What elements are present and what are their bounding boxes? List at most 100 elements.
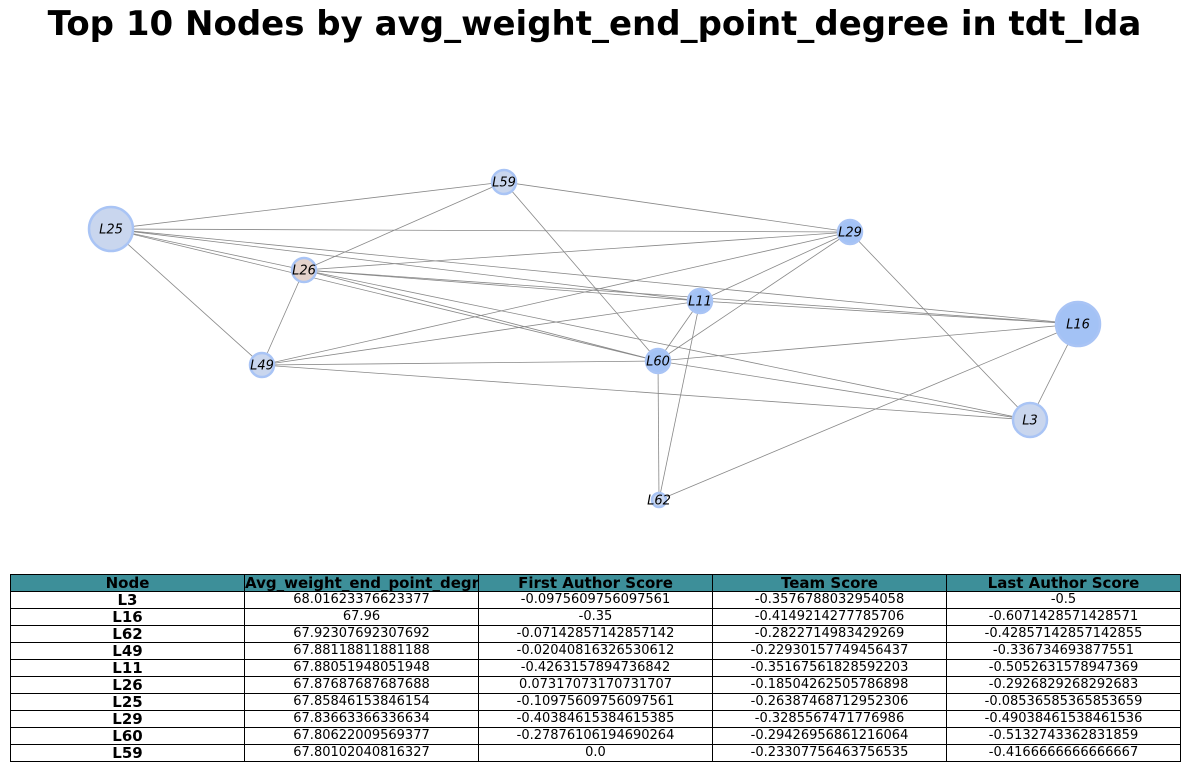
node-circle — [1011, 401, 1049, 439]
edge-L11-L16 — [699, 300, 1079, 325]
table-row: L11 67.88051948051948 -0.4263157894736842-… — [10, 659, 1181, 677]
node-L60: L60 — [644, 347, 672, 375]
node-L16: L16 — [1054, 300, 1102, 348]
value-cell: 67.88118811881188 — [244, 642, 479, 660]
edge-L29-L60 — [657, 231, 851, 362]
value-cell: 0.07317073170731707 — [478, 676, 713, 694]
value-cell: 67.85846153846154 — [244, 693, 479, 711]
value-cell: 67.88051948051948 — [244, 659, 479, 677]
edge-L29-L3 — [849, 231, 1031, 421]
table-row: L25 67.85846153846154 -0.10975609756097561… — [10, 693, 1181, 711]
value-cell: -0.2822714983429269 — [712, 625, 947, 643]
edge-L25-L49 — [110, 228, 263, 366]
value-cell: 0.0 — [478, 744, 713, 762]
edge-L11-L49 — [261, 300, 701, 366]
node-circle — [87, 205, 135, 253]
value-cell: -0.2926829268292683 — [946, 676, 1181, 694]
node-circle — [836, 218, 864, 246]
edge-L25-L11 — [110, 228, 701, 302]
value-cell: 68.01623376623377 — [244, 591, 479, 609]
value-cell: -0.29426956861216064 — [712, 727, 947, 745]
edge-L60-L62 — [657, 360, 660, 501]
value-cell: -0.6071428571428571 — [946, 608, 1181, 626]
node-circle — [1054, 300, 1102, 348]
node-L3: L3 — [1011, 401, 1049, 439]
node-label: L16 — [1066, 318, 1090, 333]
edge-L29-L11 — [699, 231, 851, 302]
value-cell: -0.35167561828592203 — [712, 659, 947, 677]
column-header: Team Score — [712, 574, 947, 592]
edge-L26-L49 — [261, 269, 305, 366]
node-label: L25 — [99, 223, 123, 238]
node-table-container: Node Avg_weight_end_point_degr First Autho… — [10, 574, 1181, 762]
node-label: L60 — [646, 355, 670, 370]
value-cell: -0.26387468712952306 — [712, 693, 947, 711]
value-cell: -0.18504262505786898 — [712, 676, 947, 694]
table-row: L62 67.92307692307692 -0.07142857142857142… — [10, 625, 1181, 643]
node-cell: L59 — [10, 744, 245, 762]
node-layer: L25 L59 L29 L26 L11 L16 L49 L60 L3 L62 — [87, 168, 1102, 509]
edge-L29-L26 — [303, 231, 851, 271]
node-label: L3 — [1022, 414, 1038, 429]
value-cell: -0.22930157749456437 — [712, 642, 947, 660]
node-L29: L29 — [836, 218, 864, 246]
value-cell: 67.80622009569377 — [244, 727, 479, 745]
node-label: L29 — [838, 226, 862, 241]
value-cell: -0.42857142857142855 — [946, 625, 1181, 643]
edge-L25-L26 — [110, 228, 305, 271]
node-label: L62 — [647, 494, 671, 509]
edge-L25-L59 — [110, 181, 505, 230]
node-label: L26 — [292, 264, 316, 279]
edge-L25-L16 — [110, 228, 1079, 325]
node-cell: L25 — [10, 693, 245, 711]
value-cell: -0.35 — [478, 608, 713, 626]
value-cell: -0.0975609756097561 — [478, 591, 713, 609]
node-label: L59 — [492, 176, 516, 191]
value-cell: -0.23307756463756535 — [712, 744, 947, 762]
column-header: First Author Score — [478, 574, 713, 592]
edge-L11-L62 — [658, 300, 701, 501]
edge-L59-L29 — [503, 181, 851, 233]
value-cell: -0.3576788032954058 — [712, 591, 947, 609]
edge-L16-L62 — [658, 323, 1079, 501]
value-cell: -0.3285567471776986 — [712, 710, 947, 728]
column-header: Node — [10, 574, 245, 592]
table-header-row: Node Avg_weight_end_point_degr First Autho… — [10, 574, 1181, 592]
edge-L26-L60 — [303, 269, 659, 362]
node-circle — [650, 491, 668, 509]
column-header: Last Author Score — [946, 574, 1181, 592]
edge-L59-L26 — [303, 181, 505, 271]
edge-L59-L60 — [503, 181, 659, 362]
value-cell: 67.87687687687688 — [244, 676, 479, 694]
value-cell: -0.49038461538461536 — [946, 710, 1181, 728]
value-cell: 67.83663366336634 — [244, 710, 479, 728]
value-cell: -0.5 — [946, 591, 1181, 609]
table-row: L3 68.01623376623377 -0.0975609756097561 -0… — [10, 591, 1181, 609]
node-cell: L62 — [10, 625, 245, 643]
edge-L26-L3 — [303, 269, 1031, 421]
node-cell: L16 — [10, 608, 245, 626]
node-circle — [490, 168, 518, 196]
value-cell: -0.336734693877551 — [946, 642, 1181, 660]
node-circle — [686, 287, 714, 315]
node-circle — [248, 351, 276, 379]
value-cell: -0.08536585365853659 — [946, 693, 1181, 711]
node-cell: L60 — [10, 727, 245, 745]
edge-L49-L3 — [261, 364, 1031, 421]
value-cell: -0.5132743362831859 — [946, 727, 1181, 745]
edge-L16-L60 — [657, 323, 1079, 362]
edge-L25-L60 — [110, 228, 659, 362]
network-graph: L25 L59 L29 L26 L11 L16 L49 L60 L3 L62 — [87, 168, 1102, 509]
value-cell: -0.5052631578947369 — [946, 659, 1181, 677]
value-cell: 67.96 — [244, 608, 479, 626]
value-cell: -0.40384615384615385 — [478, 710, 713, 728]
node-cell: L3 — [10, 591, 245, 609]
node-L26: L26 — [290, 256, 318, 284]
chart-title: Top 10 Nodes by avg_weight_end_point_deg… — [47, 4, 1142, 44]
node-circle — [644, 347, 672, 375]
edge-L29-L49 — [261, 231, 851, 366]
value-cell: 67.92307692307692 — [244, 625, 479, 643]
value-cell: -0.02040816326530612 — [478, 642, 713, 660]
node-L49: L49 — [248, 351, 276, 379]
node-cell: L49 — [10, 642, 245, 660]
